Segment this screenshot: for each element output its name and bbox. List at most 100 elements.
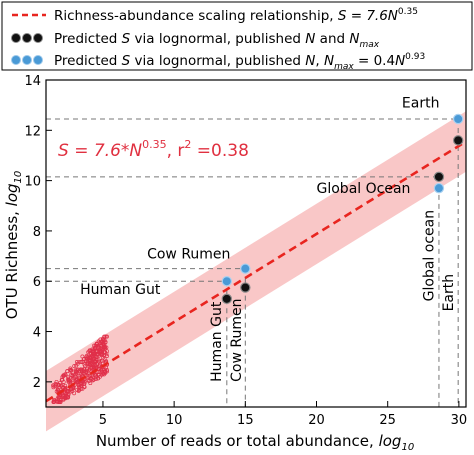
legend-blue-marker-3 <box>33 55 43 65</box>
sample-point <box>61 393 65 398</box>
sample-point <box>103 334 108 339</box>
environment-label-3: Human Gut <box>80 282 161 298</box>
black-point-3 <box>452 135 464 146</box>
legend-blue-marker-2 <box>22 55 32 65</box>
legend-blue-label: Predicted S via lognormal, published N, … <box>54 52 425 72</box>
environment-label-0: Earth <box>402 96 440 112</box>
sample-point <box>62 395 66 400</box>
blue-point-1 <box>240 263 251 274</box>
sample-point <box>55 397 60 402</box>
legend-black-marker-1 <box>11 33 21 43</box>
y-tick-label-0: 2 <box>33 376 41 391</box>
sample-point <box>84 356 89 361</box>
sample-point <box>74 363 79 368</box>
sample-point <box>77 387 82 392</box>
sample-point <box>96 345 101 350</box>
sample-point <box>52 384 57 389</box>
sample-point <box>68 387 73 392</box>
blue-point-0 <box>221 276 233 287</box>
sample-point <box>98 340 103 345</box>
sample-point <box>90 359 95 364</box>
legend-black-marker-2 <box>22 33 32 43</box>
x-tick-label-1: 10 <box>166 413 183 428</box>
sample-point <box>91 364 96 369</box>
sample-point <box>88 358 93 363</box>
y-tick-label-1: 4 <box>33 326 41 341</box>
sample-point <box>102 345 107 350</box>
sample-point <box>84 354 89 359</box>
sample-point <box>81 371 86 376</box>
y-tick-label-4: 10 <box>24 175 41 190</box>
y-tick-label-5: 12 <box>24 124 41 139</box>
environment-label-4: Human Gut <box>209 301 225 382</box>
y-tick-label-2: 6 <box>33 275 41 290</box>
y-tick-label-3: 8 <box>33 225 41 240</box>
sample-point <box>98 359 103 364</box>
black-point-0 <box>221 293 233 305</box>
sample-point <box>105 369 109 374</box>
environment-label-5: Cow Rumen <box>229 299 245 382</box>
sample-point <box>79 383 83 388</box>
sample-point <box>86 350 91 355</box>
sample-point <box>100 352 105 357</box>
x-tick-label-5: 30 <box>451 413 468 428</box>
sample-point <box>72 364 77 369</box>
sample-point <box>90 349 95 353</box>
sample-point <box>93 343 98 348</box>
sample-point <box>56 382 61 387</box>
x-axis-title: Number of reads or total abundance, log1… <box>96 432 414 453</box>
sample-point <box>85 377 90 382</box>
sample-point <box>54 379 59 384</box>
legend-black-marker-3 <box>33 33 43 43</box>
sample-point <box>105 349 109 354</box>
sample-point <box>96 352 100 357</box>
sample-point <box>72 391 77 396</box>
sample-point <box>86 368 91 373</box>
sample-point <box>94 377 99 381</box>
sample-point <box>87 356 92 361</box>
confidence-band-layer <box>46 111 466 432</box>
black-point-2 <box>433 171 445 183</box>
sample-point <box>65 369 70 374</box>
axes: 5 10 15 20 25 30 2 4 6 8 10 12 14 <box>24 74 467 428</box>
x-tick-label-0: 5 <box>99 413 107 428</box>
black-point-1 <box>240 282 251 293</box>
sample-point <box>66 395 71 400</box>
fit-line-layer <box>45 140 467 403</box>
sample-point <box>63 372 68 377</box>
y-tick-label-6: 14 <box>24 74 41 89</box>
sample-point <box>59 377 64 382</box>
sample-point <box>104 365 108 370</box>
sample-point <box>102 372 107 377</box>
environment-label-7: Earth <box>441 274 457 312</box>
guide-lines-layer <box>46 118 459 407</box>
sample-point <box>90 350 95 355</box>
environment-label-1: Global Ocean <box>317 181 411 197</box>
sample-point <box>77 368 82 373</box>
sample-point <box>80 354 85 359</box>
fit-confidence-band <box>46 111 466 432</box>
sample-point <box>97 374 102 379</box>
legend-blue-marker-1 <box>11 55 21 65</box>
sample-point <box>52 399 57 404</box>
sample-point <box>102 334 107 339</box>
legend-frame <box>1 1 473 71</box>
sample-point <box>100 347 105 352</box>
y-axis-title: OTU Richness, log10 <box>3 171 24 320</box>
sample-point <box>85 361 90 366</box>
sample-point <box>75 369 80 374</box>
x-tick-label-4: 25 <box>379 413 396 428</box>
sample-point <box>90 377 94 381</box>
sample-point <box>74 360 79 364</box>
sample-point <box>62 386 67 391</box>
predicted-points-layer <box>221 113 464 305</box>
legend: Richness-abundance scaling relationship,… <box>1 1 473 72</box>
fit-equation-annotation: S = 7.6*N0.35, r2 =0.38 <box>58 138 249 161</box>
sample-point <box>94 374 99 379</box>
legend-line-label: Richness-abundance scaling relationship,… <box>54 7 418 24</box>
sample-point <box>61 374 66 378</box>
sample-point <box>68 389 73 394</box>
sample-point <box>104 334 109 339</box>
